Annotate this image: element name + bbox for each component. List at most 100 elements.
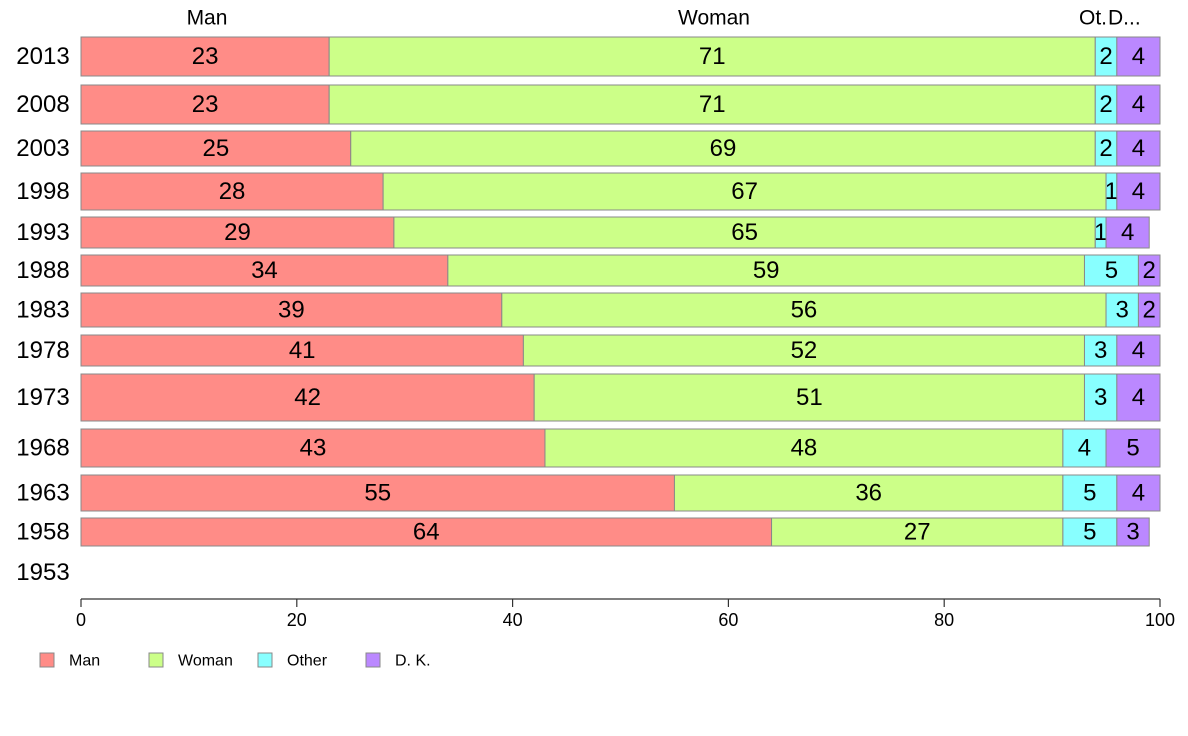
- data-label: 2: [1143, 257, 1156, 284]
- bar-segment-woman: [447, 254, 1085, 287]
- category-label: 1958: [16, 519, 69, 546]
- data-label: 23: [192, 91, 219, 118]
- data-label: 3: [1126, 519, 1139, 546]
- data-label: 65: [731, 219, 758, 246]
- bar-segment-woman: [393, 216, 1096, 249]
- data-label: 5: [1083, 480, 1096, 507]
- bar-segment-d-k: [1116, 84, 1161, 125]
- bar-segment-other: [1062, 474, 1118, 512]
- legend-label: D. K.: [395, 653, 431, 670]
- data-label: 5: [1126, 435, 1139, 462]
- bar-segment-other: [1083, 373, 1118, 422]
- bar-segment-d-k: [1105, 428, 1161, 468]
- data-label: 4: [1078, 435, 1091, 462]
- data-label: 29: [224, 219, 251, 246]
- data-label: 4: [1132, 337, 1145, 364]
- data-label: 69: [710, 135, 737, 162]
- data-label: 23: [192, 43, 219, 70]
- bar-segment-woman: [533, 373, 1085, 422]
- bar-segment-d-k: [1137, 292, 1161, 328]
- data-label: 59: [753, 257, 780, 284]
- data-label: 5: [1083, 519, 1096, 546]
- legend-swatch: [148, 652, 164, 668]
- data-label: 41: [289, 337, 316, 364]
- data-label: 4: [1132, 43, 1145, 70]
- column-header: Woman: [678, 7, 750, 30]
- data-label: 2: [1099, 135, 1112, 162]
- bar-segment-man: [80, 254, 449, 287]
- legend-swatch: [257, 652, 273, 668]
- data-label: 1: [1094, 219, 1107, 246]
- column-header: Man: [187, 7, 228, 30]
- column-header: Ot.: [1079, 7, 1107, 30]
- bar-segment-man: [80, 172, 384, 211]
- data-label: 4: [1132, 384, 1145, 411]
- bar-segment-d-k: [1116, 130, 1161, 167]
- category-label: 1953: [16, 559, 69, 586]
- category-label: 1968: [16, 435, 69, 462]
- bar-segment-man: [80, 474, 675, 512]
- x-tick-label: 40: [503, 610, 523, 630]
- data-label: 36: [855, 480, 882, 507]
- bar-segment-d-k: [1116, 373, 1161, 422]
- data-label: 48: [791, 435, 818, 462]
- legend-label: Other: [287, 653, 328, 670]
- bar-segment-d-k: [1116, 517, 1150, 547]
- category-label: 1963: [16, 480, 69, 507]
- data-label: 4: [1132, 135, 1145, 162]
- data-label: 64: [413, 519, 440, 546]
- data-label: 25: [203, 135, 230, 162]
- bar-segment-other: [1083, 254, 1139, 287]
- bar-segment-man: [80, 84, 330, 125]
- data-label: 52: [791, 337, 818, 364]
- data-label: 4: [1132, 480, 1145, 507]
- legend-label: Woman: [178, 653, 233, 670]
- data-label: 27: [904, 519, 931, 546]
- data-label: 67: [731, 178, 758, 205]
- x-tick-label: 60: [718, 610, 738, 630]
- bar-segment-man: [80, 130, 352, 167]
- bar-segment-man: [80, 216, 395, 249]
- category-label: 2003: [16, 135, 69, 162]
- x-tick-label: 80: [934, 610, 954, 630]
- bar-segment-other: [1062, 428, 1107, 468]
- bar-segment-woman: [544, 428, 1064, 468]
- category-label: 1973: [16, 384, 69, 411]
- bar-segment-d-k: [1137, 254, 1161, 287]
- bar-segment-woman: [350, 130, 1096, 167]
- x-tick-label: 100: [1145, 610, 1175, 630]
- category-label: 2008: [16, 91, 69, 118]
- bar-segment-d-k: [1105, 216, 1150, 249]
- legend-swatch: [365, 652, 381, 668]
- bar-segment-man: [80, 334, 524, 367]
- data-label: 34: [251, 257, 278, 284]
- bar-segment-woman: [522, 334, 1085, 367]
- category-label: 1988: [16, 257, 69, 284]
- data-label: 5: [1105, 257, 1118, 284]
- data-label: 43: [300, 435, 327, 462]
- bar-segment-d-k: [1116, 36, 1161, 77]
- category-label: 1978: [16, 337, 69, 364]
- bar-segment-man: [80, 428, 546, 468]
- data-label: 71: [699, 43, 726, 70]
- data-label: 1: [1105, 178, 1118, 205]
- category-label: 1983: [16, 297, 69, 324]
- column-header: D...: [1108, 7, 1141, 30]
- data-label: 55: [364, 480, 391, 507]
- data-label: 71: [699, 91, 726, 118]
- data-label: 2: [1099, 43, 1112, 70]
- bar-segment-d-k: [1116, 172, 1161, 211]
- data-label: 2: [1099, 91, 1112, 118]
- bar-segment-d-k: [1116, 474, 1161, 512]
- data-label: 3: [1094, 384, 1107, 411]
- bar-segment-d-k: [1116, 334, 1161, 367]
- data-label: 51: [796, 384, 823, 411]
- bar-segment-woman: [501, 292, 1107, 328]
- x-tick-label: 20: [287, 610, 307, 630]
- category-label: 2013: [16, 43, 69, 70]
- legend-label: Man: [69, 653, 100, 670]
- data-label: 4: [1132, 91, 1145, 118]
- data-label: 3: [1116, 297, 1129, 324]
- bar-segment-man: [80, 36, 330, 77]
